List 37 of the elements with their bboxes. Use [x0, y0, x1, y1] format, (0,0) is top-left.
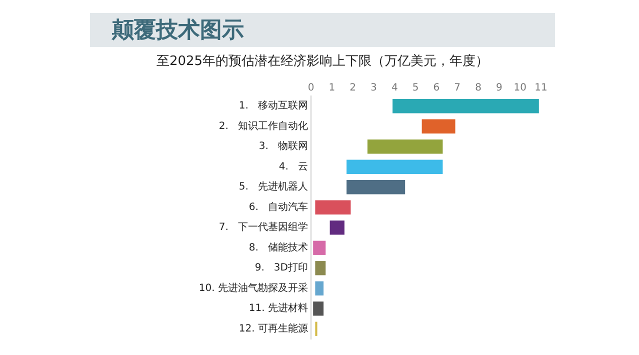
y-tick-label: 9. 3D打印: [254, 262, 308, 274]
y-tick-label: 10. 先进油气勘探及开采: [198, 282, 308, 294]
bar: [315, 281, 324, 296]
x-tick-label: 1: [328, 82, 336, 94]
x-tick-label: 4: [391, 82, 398, 94]
y-tick-label: 11. 先进材料: [248, 302, 308, 314]
bar: [346, 180, 406, 194]
x-tick-label: 9: [496, 82, 502, 94]
x-tick-label: 7: [454, 82, 461, 94]
y-tick-label: 6. 自动汽车: [248, 200, 308, 213]
y-tick-label: 7. 下一代基因组学: [218, 221, 308, 234]
x-tick-label: 2: [350, 82, 356, 94]
chart-title: 颠覆技术图示: [112, 17, 244, 45]
x-tick-label: 11: [534, 82, 548, 94]
y-tick-label: 4. 云: [278, 161, 308, 172]
x-tick-label: 10: [514, 82, 526, 94]
x-tick-label: 6: [433, 82, 440, 94]
bar: [392, 99, 539, 114]
y-tick-label: 2. 知识工作自动化: [218, 120, 308, 132]
y-tick-label: 1. 移动互联网: [238, 100, 308, 112]
x-tick-label: 5: [412, 82, 419, 94]
bar: [330, 220, 344, 235]
x-tick-label: 3: [370, 82, 377, 94]
y-tick-label: 3. 物联网: [258, 140, 308, 152]
bar: [315, 200, 351, 214]
bar: [315, 261, 326, 276]
bar: [422, 119, 456, 134]
x-tick-label: 0: [308, 82, 314, 94]
x-tick-label: 8: [475, 82, 482, 94]
y-tick-label: 5. 先进机器人: [238, 180, 308, 193]
bar: [367, 140, 443, 154]
bar: [313, 240, 326, 255]
y-tick-label: 8. 储能技术: [248, 241, 308, 254]
chart-subtitle: 至2025年的预估潜在经济影响上下限（万亿美元，年度）: [155, 53, 490, 70]
bar: [346, 160, 443, 174]
bar: [313, 302, 324, 316]
y-tick-label: 12. 可再生能源: [238, 322, 308, 334]
